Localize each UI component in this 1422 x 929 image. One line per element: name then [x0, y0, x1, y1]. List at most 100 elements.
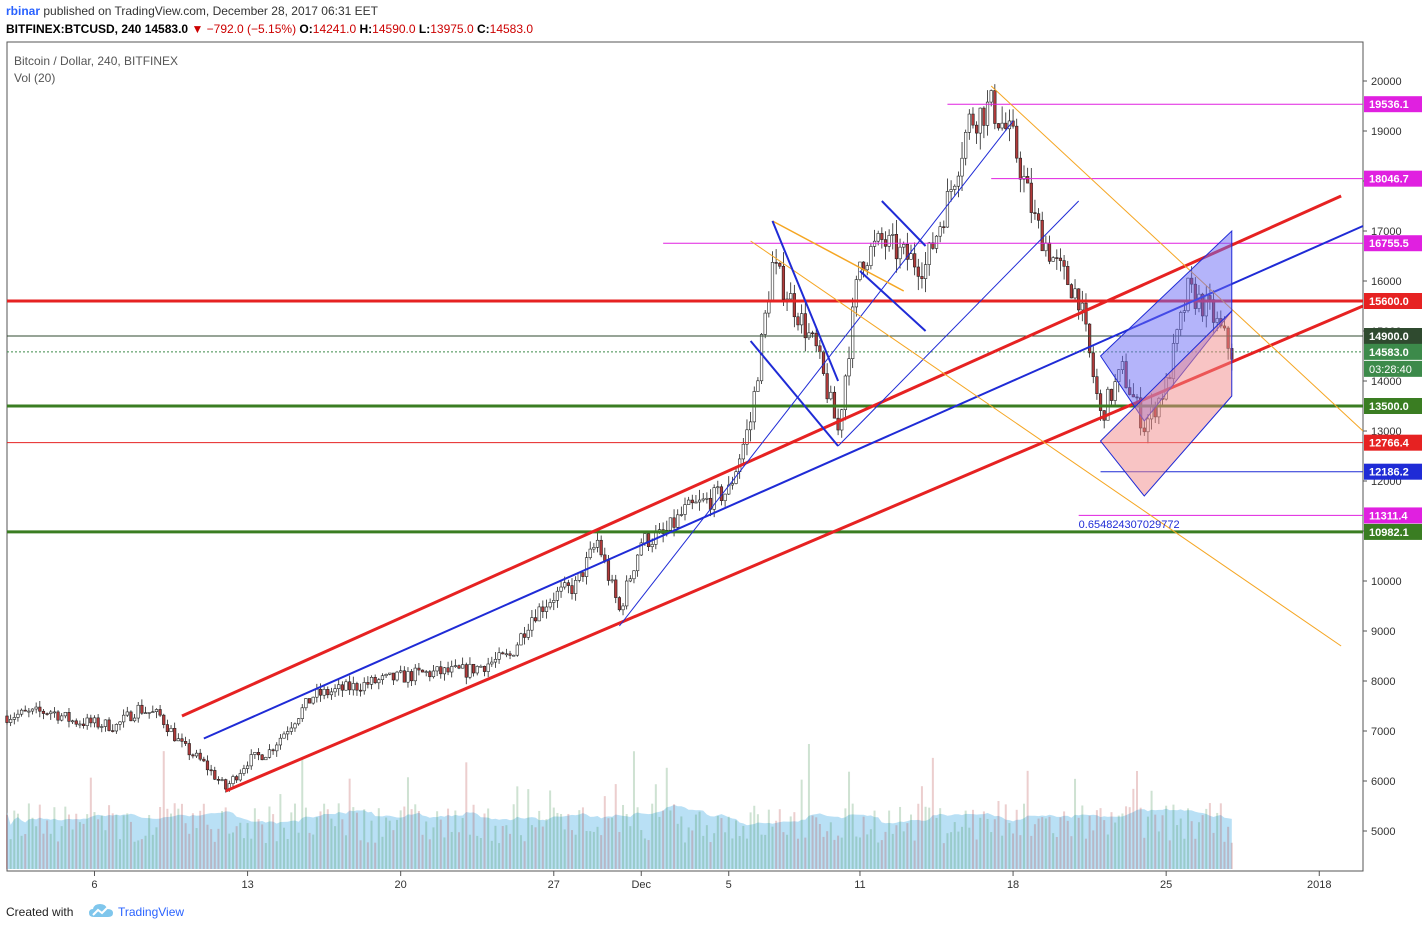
volume-bar	[979, 817, 982, 869]
tradingview-cloud-icon[interactable]	[88, 902, 114, 920]
volume-bar	[1106, 834, 1109, 869]
volume-bar	[144, 835, 147, 869]
volume-bar	[1033, 824, 1036, 869]
volume-bar	[800, 779, 803, 869]
candle-up	[891, 234, 895, 236]
volume-bar	[877, 842, 880, 869]
volume-bar	[662, 810, 665, 869]
volume-bar	[1197, 822, 1200, 869]
low-label: L:	[418, 22, 431, 36]
volume-bar	[9, 839, 12, 869]
volume-bar	[202, 803, 205, 869]
volume-bar	[465, 762, 468, 869]
volume-bar	[67, 814, 70, 869]
candle-down	[5, 715, 9, 723]
candle-down	[198, 752, 202, 760]
candle-down	[781, 265, 786, 300]
low-value: 13975.0	[430, 22, 474, 36]
candle-down	[913, 253, 917, 268]
candle-up	[49, 711, 53, 714]
volume-bar	[97, 819, 100, 869]
level-label-box	[1364, 523, 1422, 540]
volume-bar	[953, 822, 956, 869]
y-tick-label: 7000	[1371, 726, 1395, 738]
candle-down	[774, 262, 778, 264]
volume-ma-area	[7, 804, 1232, 869]
volume-bar	[1103, 820, 1106, 869]
volume-bar	[1194, 838, 1197, 869]
volume-bar	[439, 819, 442, 869]
volume-bar	[611, 817, 614, 869]
volume-bar	[396, 819, 399, 869]
candle-up	[253, 752, 257, 755]
volume-bar	[293, 803, 296, 869]
volume-bar	[822, 836, 825, 869]
candle-up	[559, 586, 563, 592]
volume-bar	[13, 810, 16, 869]
volume-bar	[253, 808, 256, 869]
candle-up	[169, 728, 173, 733]
volume-bar	[472, 804, 475, 869]
candle-up	[453, 665, 457, 667]
candle-up	[967, 113, 971, 133]
candle-down	[471, 663, 476, 674]
candle-up	[592, 547, 596, 550]
volume-bar	[1070, 836, 1073, 869]
candle-up	[858, 261, 862, 280]
volume-bar	[75, 813, 78, 869]
volume-bar	[454, 810, 457, 869]
candle-up	[399, 670, 403, 673]
candle-down	[916, 266, 920, 277]
candle-up	[132, 717, 137, 722]
volume-bar	[494, 825, 497, 869]
candle-up	[650, 544, 654, 548]
volume-bar	[968, 827, 971, 869]
volume-bar	[1110, 812, 1113, 869]
volume-bar	[997, 800, 1000, 869]
volume-bar	[82, 823, 85, 869]
volume-bar	[177, 808, 180, 869]
candle-down	[318, 688, 323, 696]
volume-bar	[304, 807, 307, 869]
volume-bar	[1132, 788, 1135, 869]
tradingview-link[interactable]: TradingView	[118, 905, 185, 919]
ohlc-line: BITFINEX:BTCUSD, 240 14583.0 ▼ −792.0 (−…	[6, 22, 533, 36]
volume-bar	[1074, 778, 1077, 869]
candle-up	[118, 721, 122, 725]
volume-bar	[20, 835, 23, 869]
level-label-box	[1364, 343, 1422, 360]
author-link[interactable]: rbinar	[6, 4, 41, 18]
candle-up	[756, 380, 760, 392]
candle-up	[949, 189, 953, 192]
volume-bar	[512, 804, 515, 869]
volume-bar	[162, 751, 165, 869]
candle-up	[519, 633, 523, 646]
candle-up	[486, 663, 490, 672]
candle-down	[326, 689, 330, 696]
volume-bar	[6, 814, 8, 869]
candle-down	[975, 124, 979, 134]
candle-up	[136, 704, 140, 719]
candle-up	[406, 671, 410, 683]
candle-down	[1004, 122, 1008, 130]
candle-down	[187, 743, 191, 756]
volume-bar	[268, 806, 271, 869]
volume-bar	[35, 826, 38, 869]
volume-bar	[961, 826, 964, 869]
candle-down	[993, 90, 997, 124]
candle-up	[639, 542, 643, 556]
volume-bar	[133, 841, 136, 869]
volume-bar	[283, 827, 286, 869]
volume-bar	[549, 790, 552, 869]
volume-bar	[603, 796, 606, 869]
candle-up	[380, 675, 385, 681]
y-tick-label: 14000	[1371, 376, 1402, 388]
last-price: 14583.0	[144, 22, 189, 36]
volume-bar	[221, 810, 224, 869]
volume-bar	[381, 836, 384, 869]
volume-bar	[899, 806, 902, 869]
volume-bar	[563, 829, 566, 869]
volume-bar	[793, 812, 796, 869]
candle-down	[96, 717, 100, 728]
